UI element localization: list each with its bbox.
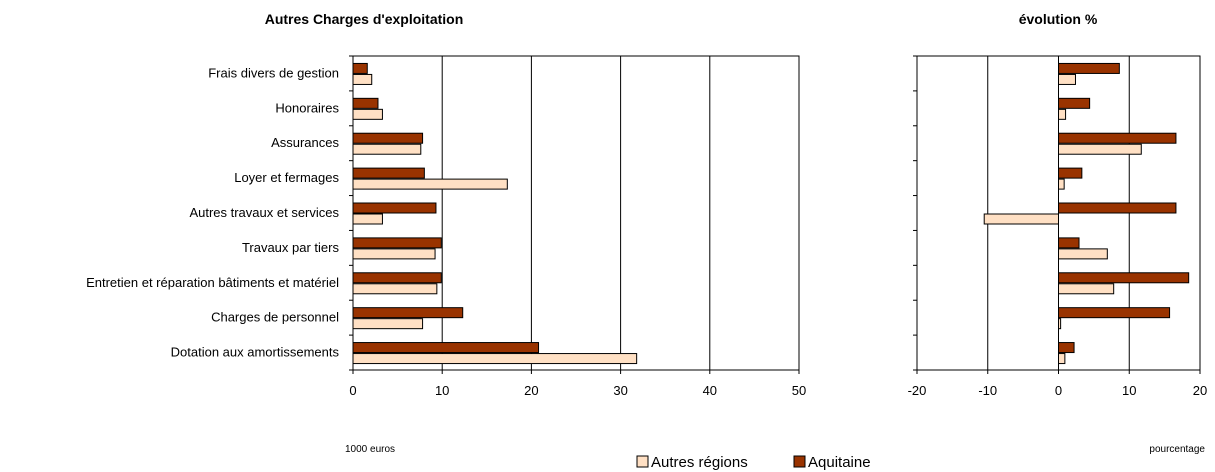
right-bar-autres-regions: Charges de personnel — Autres régions: 0… bbox=[1058, 318, 1062, 330]
category-label: Honoraires bbox=[275, 100, 339, 115]
left-bar-autres-regions: Assurances — Autres régions: 7.6 bbox=[352, 143, 422, 155]
legend-swatch-aquitaine bbox=[793, 455, 806, 468]
left-bar-autres-regions: Travaux par tiers — Autres régions: 9.2 bbox=[352, 248, 436, 260]
right-tick-label: 20 bbox=[1193, 383, 1207, 398]
right-bar-aquitaine: Autres travaux et services — Aquitaine: … bbox=[1058, 202, 1177, 214]
right-bar-autres-regions: Assurances — Autres régions: 11.7 bbox=[1058, 143, 1142, 155]
right-bar-aquitaine: Honoraires — Aquitaine: 4.4 bbox=[1058, 97, 1091, 109]
left-bar-aquitaine: Charges de personnel — Aquitaine: 12.3 bbox=[352, 307, 464, 319]
category-label: Dotation aux amortissements bbox=[171, 345, 340, 360]
left-bar-autres-regions: Autres travaux et services — Autres régi… bbox=[352, 213, 383, 225]
legend-label-aquitaine: Aquitaine bbox=[808, 454, 871, 471]
right-bar-aquitaine: Travaux par tiers — Aquitaine: 2.9 bbox=[1058, 237, 1080, 249]
left-tick-label: 20 bbox=[524, 383, 538, 398]
right-bar-aquitaine: Frais divers de gestion — Aquitaine: 8.6 bbox=[1058, 62, 1120, 74]
right-bar-aquitaine: Entretien et réparation bâtiments et mat… bbox=[1058, 272, 1190, 284]
right-bar-aquitaine: Charges de personnel — Aquitaine: 15.7 bbox=[1058, 307, 1171, 319]
left-bar-aquitaine: Loyer et fermages — Aquitaine: 8 bbox=[352, 167, 425, 179]
legend-label-autres: Autres régions bbox=[651, 454, 748, 471]
category-label: Travaux par tiers bbox=[242, 240, 340, 255]
category-label: Frais divers de gestion bbox=[208, 65, 339, 80]
left-bar-autres-regions: Frais divers de gestion — Autres régions… bbox=[352, 73, 373, 85]
right-chart-unit-label: pourcentage bbox=[1149, 444, 1205, 455]
left-bar-autres-regions: Dotation aux amortissements — Autres rég… bbox=[352, 353, 638, 365]
left-bar-autres-regions: Entretien et réparation bâtiments et mat… bbox=[352, 283, 438, 295]
right-bar-autres-regions: Loyer et fermages — Autres régions: 0.8 bbox=[1058, 178, 1065, 190]
right-bar-autres-regions: Frais divers de gestion — Autres régions… bbox=[1058, 73, 1076, 85]
right-tick-label: 0 bbox=[1055, 383, 1062, 398]
left-plot-area: 0 10 20 30 40 50 Frais divers de gestion — Aqu… bbox=[86, 55, 806, 398]
left-tick-label: 50 bbox=[792, 383, 806, 398]
left-tick-label: 40 bbox=[703, 383, 717, 398]
category-label: Autres travaux et services bbox=[189, 205, 339, 220]
left-chart-unit-label: 1000 euros bbox=[345, 444, 395, 455]
left-tick-label: 30 bbox=[613, 383, 627, 398]
left-bar-aquitaine: Entretien et réparation bâtiments et mat… bbox=[352, 272, 442, 284]
left-bar-aquitaine: Frais divers de gestion — Aquitaine: 1.6 bbox=[352, 62, 368, 74]
left-bar-autres-regions: Charges de personnel — Autres régions: 7… bbox=[352, 318, 424, 330]
left-bar-aquitaine: Travaux par tiers — Aquitaine: 9.9 bbox=[352, 237, 442, 249]
right-bar-autres-regions: Autres travaux et services — Autres régi… bbox=[983, 213, 1060, 225]
right-bar-autres-regions: Entretien et réparation bâtiments et mat… bbox=[1058, 283, 1115, 295]
left-bar-aquitaine: Assurances — Aquitaine: 7.8 bbox=[352, 132, 424, 144]
right-bar-autres-regions: Dotation aux amortissements — Autres rég… bbox=[1058, 353, 1066, 365]
right-plot-area: -20 -10 0 10 20 Frais divers de gestion — Aqu… bbox=[908, 55, 1207, 398]
left-bar-autres-regions: Loyer et fermages — Autres régions: 17.3 bbox=[352, 178, 508, 190]
category-label: Entretien et réparation bâtiments et mat… bbox=[86, 275, 339, 290]
right-chart-title: évolution % bbox=[1019, 11, 1098, 27]
right-bar-aquitaine: Loyer et fermages — Aquitaine: 3.3 bbox=[1058, 167, 1083, 179]
right-bar-autres-regions: Honoraires — Autres régions: 1 bbox=[1058, 108, 1067, 120]
right-bar-autres-regions: Travaux par tiers — Autres régions: 6.9 bbox=[1058, 248, 1108, 260]
left-tick-label: 0 bbox=[349, 383, 356, 398]
right-bar-aquitaine: Assurances — Aquitaine: 16.6 bbox=[1058, 132, 1177, 144]
right-tick-label: -10 bbox=[978, 383, 997, 398]
left-tick-label: 10 bbox=[435, 383, 449, 398]
right-bar-aquitaine: Dotation aux amortissements — Aquitaine:… bbox=[1058, 342, 1075, 354]
right-tick-label: -20 bbox=[908, 383, 927, 398]
right-tick-label: 10 bbox=[1122, 383, 1136, 398]
category-label: Charges de personnel bbox=[211, 310, 339, 325]
legend: Autres régions Aquitaine bbox=[636, 454, 871, 471]
left-bar-aquitaine: Dotation aux amortissements — Aquitaine:… bbox=[352, 342, 540, 354]
left-bar-autres-regions: Honoraires — Autres régions: 3.3 bbox=[352, 108, 383, 120]
left-bar-aquitaine: Honoraires — Aquitaine: 2.8 bbox=[352, 97, 379, 109]
left-chart-title: Autres Charges d'exploitation bbox=[265, 11, 464, 27]
category-label: Loyer et fermages bbox=[234, 170, 339, 185]
category-label: Assurances bbox=[271, 135, 339, 150]
legend-swatch-autres bbox=[636, 455, 649, 468]
left-bar-aquitaine: Autres travaux et services — Aquitaine: … bbox=[352, 202, 437, 214]
